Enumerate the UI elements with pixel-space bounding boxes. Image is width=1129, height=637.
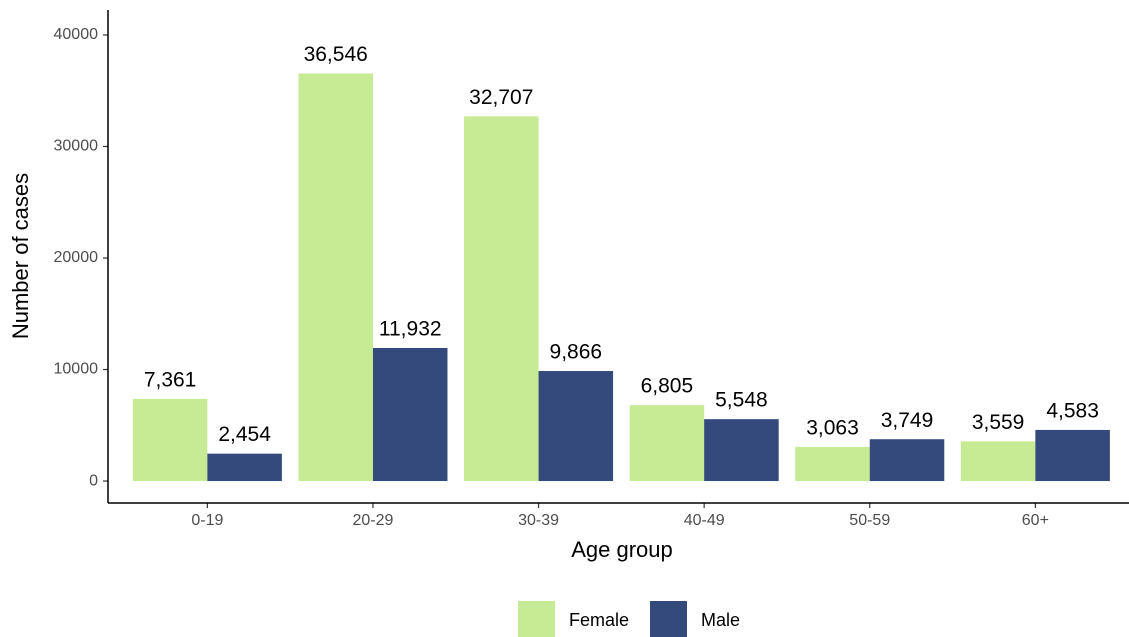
data-label: 32,707 xyxy=(469,86,533,109)
data-label: 3,063 xyxy=(806,416,859,439)
legend-swatch xyxy=(518,601,555,637)
y-tick-label: 10000 xyxy=(54,361,99,378)
x-tick-label: 40-49 xyxy=(684,512,725,529)
data-label: 36,546 xyxy=(304,43,368,66)
x-tick-label: 20-29 xyxy=(352,512,393,529)
x-tick-label: 0-19 xyxy=(191,512,223,529)
y-tick-label: 40000 xyxy=(54,26,99,43)
bar xyxy=(704,419,779,482)
data-label: 9,866 xyxy=(550,341,603,364)
x-tick-label: 30-39 xyxy=(518,512,559,529)
x-tick-label: 50-59 xyxy=(849,512,890,529)
x-tick-label: 60+ xyxy=(1022,512,1049,529)
legend-label: Male xyxy=(701,610,740,630)
data-label: 5,548 xyxy=(715,389,768,412)
data-label: 11,932 xyxy=(379,318,442,341)
y-tick-label: 0 xyxy=(89,472,98,489)
bar xyxy=(372,347,448,482)
data-label: 3,749 xyxy=(881,409,934,432)
data-label: 4,583 xyxy=(1046,399,1099,422)
y-tick-label: 20000 xyxy=(54,249,99,266)
bar xyxy=(869,439,945,482)
x-axis-title: Age group xyxy=(571,537,673,562)
bar xyxy=(207,453,282,482)
bar xyxy=(795,446,870,482)
data-label: 7,361 xyxy=(144,368,197,391)
bar xyxy=(298,73,373,482)
bar xyxy=(960,441,1036,482)
data-label: 6,805 xyxy=(641,375,694,398)
legend-swatch xyxy=(650,601,687,637)
bar xyxy=(538,371,614,482)
legend-label: Female xyxy=(569,610,629,630)
bar xyxy=(132,398,208,482)
bar xyxy=(629,405,705,482)
bar xyxy=(1035,429,1110,482)
data-label: 3,559 xyxy=(972,411,1025,434)
y-tick-label: 30000 xyxy=(54,138,99,155)
bar xyxy=(464,116,539,482)
y-axis-title: Number of cases xyxy=(8,173,33,339)
data-label: 2,454 xyxy=(218,423,271,446)
